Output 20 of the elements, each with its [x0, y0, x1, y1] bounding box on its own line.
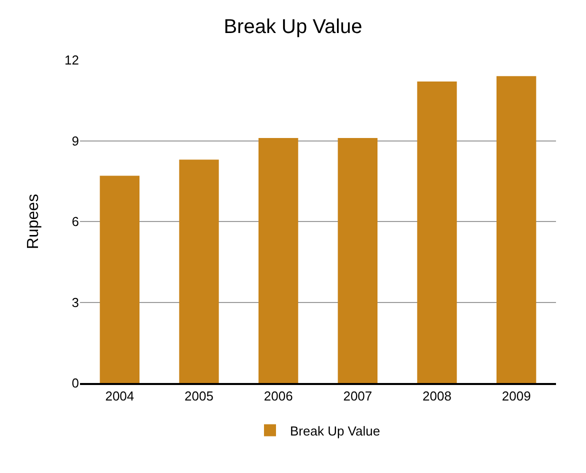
x-tick-label: 2007	[343, 388, 372, 404]
x-tick-label: 2006	[264, 388, 293, 404]
bar	[338, 138, 378, 383]
y-tick-label: 0	[72, 376, 79, 391]
legend-label: Break Up Value	[290, 423, 380, 438]
bar	[496, 76, 536, 383]
chart-title: Break Up Value	[224, 16, 362, 38]
x-tick-label: 2004	[105, 388, 134, 404]
x-tick-label: 2008	[422, 388, 452, 404]
y-tick-label: 3	[72, 294, 79, 310]
y-axis-title: Rupees	[25, 194, 42, 250]
y-tick-label: 9	[72, 133, 79, 148]
bar	[258, 138, 298, 383]
bar	[179, 160, 219, 383]
x-tick-label: 2005	[184, 388, 214, 404]
y-tick-label: 12	[64, 52, 79, 68]
bar	[100, 176, 140, 383]
bar	[417, 82, 457, 383]
y-tick-label: 6	[72, 214, 79, 230]
x-tick-label: 2009	[502, 388, 531, 404]
